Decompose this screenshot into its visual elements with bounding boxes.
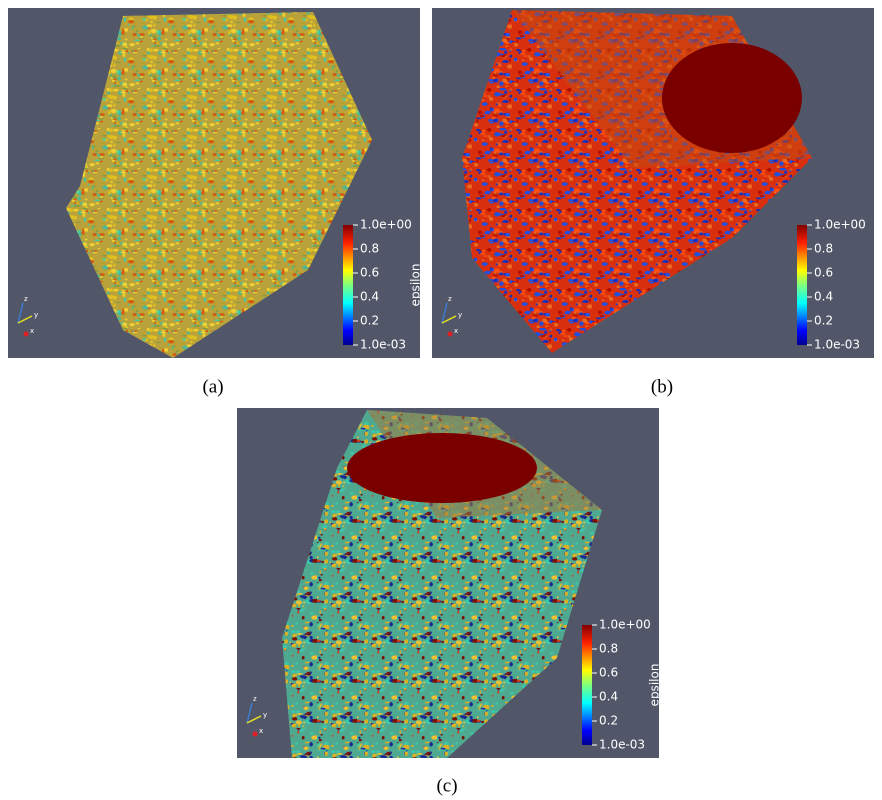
colorbar-label: 0.6	[814, 266, 833, 280]
pore	[347, 433, 537, 503]
axis-label: z	[253, 695, 257, 703]
colorbar-label: 0.2	[814, 314, 833, 328]
figure: 1.0e+000.80.60.40.21.0e-03epsilonzyx(a)1…	[0, 0, 882, 800]
axis-label: y	[34, 311, 38, 319]
colorbar-label: 1.0e-03	[360, 338, 406, 352]
colorbar-title: epsilon	[409, 264, 423, 307]
axis-label: x	[454, 327, 458, 335]
panel-caption: (b)	[651, 376, 673, 397]
colorbar-label: 0.8	[814, 242, 833, 256]
colorbar-label: 1.0e+00	[599, 618, 651, 632]
axis-label: y	[263, 711, 267, 719]
colorbar-label: 0.2	[360, 314, 379, 328]
panel: 1.0e+00 0.8 0.6 0.4 0.2 1.0e-03 zyx	[432, 8, 874, 358]
colorbar-label: 0.6	[599, 666, 618, 680]
axis-label: x	[30, 327, 34, 335]
colorbar-label: 1.0e+00	[360, 218, 412, 232]
panel-caption: (a)	[202, 376, 223, 397]
colorbar-label: 1.0e+00	[814, 218, 866, 232]
colorbar-title: epsilon	[648, 664, 662, 707]
pore	[662, 43, 802, 153]
colorbar-label: 0.4	[814, 290, 833, 304]
panel-caption: (c)	[436, 775, 457, 796]
colorbar-label: 1.0e-03	[599, 738, 645, 752]
panel: 1.0e+00 0.8 0.6 0.4 0.2 1.0e-03 epsilon zyx	[8, 8, 423, 358]
axis-x	[253, 732, 258, 737]
axis-x	[448, 332, 453, 337]
page: 1.0e+000.80.60.40.21.0e-03epsilonzyx(a)1…	[0, 0, 882, 800]
axis-label: x	[259, 727, 263, 735]
colorbar-label: 0.4	[360, 290, 379, 304]
colorbar-label: 0.8	[360, 242, 379, 256]
colorbar-label: 0.2	[599, 714, 618, 728]
colorbar-label: 1.0e-03	[814, 338, 860, 352]
colorbar-label: 0.6	[360, 266, 379, 280]
colorbar	[797, 225, 807, 345]
panel: 1.0e+00 0.8 0.6 0.4 0.2 1.0e-03 epsilon zyx	[237, 408, 662, 758]
axis-label: y	[458, 311, 462, 319]
axis-x	[24, 332, 29, 337]
axis-label: z	[448, 295, 452, 303]
axis-label: z	[24, 295, 28, 303]
colorbar	[582, 625, 592, 745]
colorbar-label: 0.4	[599, 690, 618, 704]
colorbar-label: 0.8	[599, 642, 618, 656]
colorbar	[343, 225, 353, 345]
